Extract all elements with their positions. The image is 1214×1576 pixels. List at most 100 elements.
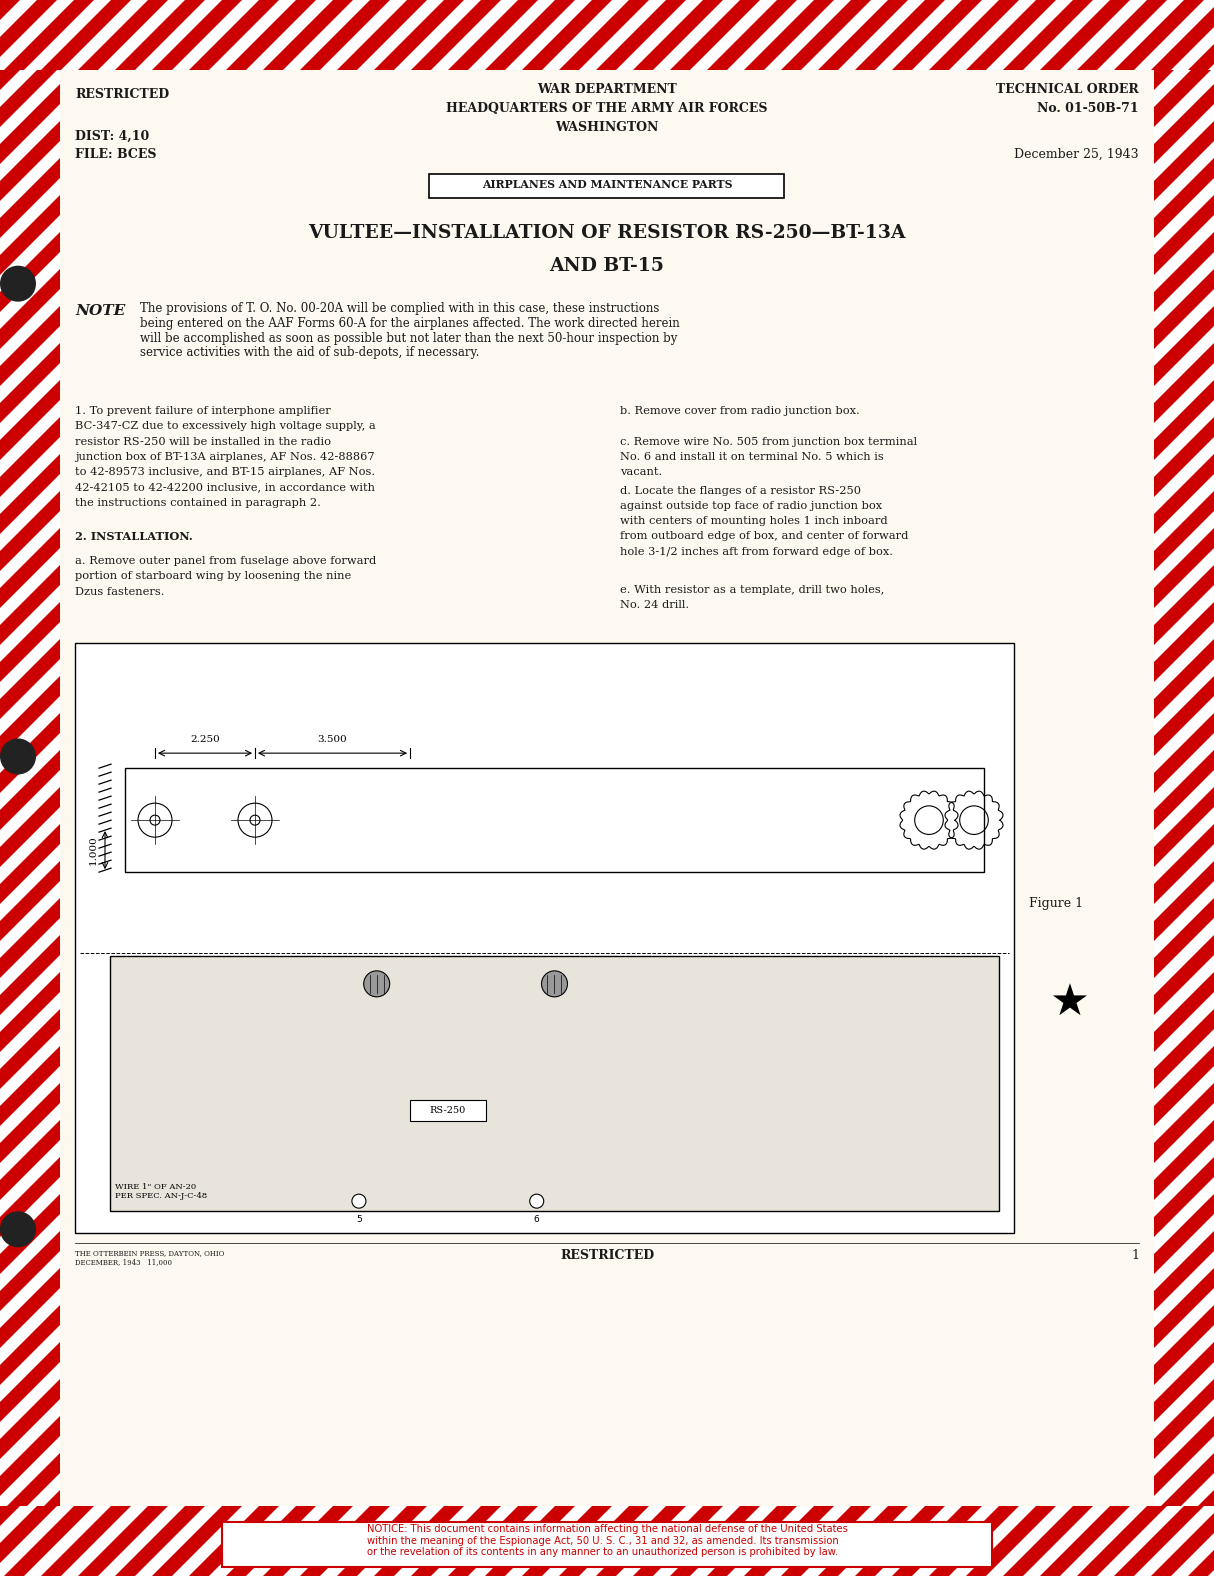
Polygon shape [0,69,501,1507]
Bar [0,69,59,1507]
Circle shape [364,971,390,998]
Polygon shape [0,69,834,1507]
Polygon shape [0,69,982,1507]
Bar [0,0,1214,69]
Bar [1155,69,1214,1507]
Polygon shape [0,69,575,1507]
Polygon shape [866,69,1214,1507]
Bar [0,69,59,1507]
Text: vacant.: vacant. [620,466,663,478]
Bar [0,69,59,1507]
Polygon shape [707,1507,798,1576]
Bar [0,1507,1214,1576]
Polygon shape [0,69,1214,1507]
Polygon shape [125,69,1214,1507]
Bar [1155,69,1214,1507]
Bar [1155,69,1214,1507]
Text: 6: 6 [534,1215,539,1225]
Text: WAR DEPARTMENT: WAR DEPARTMENT [537,84,677,96]
Bar [1155,69,1214,1507]
Bar [1155,69,1214,1507]
Text: 5: 5 [356,1215,362,1225]
Bar [0,1507,1214,1576]
Text: Compliance with these instructions is MANDATORY on airplanes within the continen: Compliance with these instructions is MA… [270,1510,944,1522]
Text: WASHINGTON: WASHINGTON [555,121,659,134]
Polygon shape [818,0,908,69]
Text: AND BT-15: AND BT-15 [550,257,664,274]
Circle shape [529,1195,544,1209]
Bar [0,0,1214,69]
Bar [0,1507,1214,1576]
Bar [0,0,1214,69]
Bar [1155,69,1214,1507]
Bar [0,69,59,1507]
Polygon shape [273,69,1214,1507]
Polygon shape [0,69,870,1507]
Polygon shape [1151,0,1214,69]
Bar [0,0,1214,69]
Text: No. 24 drill.: No. 24 drill. [620,600,690,610]
Polygon shape [569,69,1214,1507]
Polygon shape [1077,1507,1167,1576]
Text: ★: ★ [1049,982,1089,1024]
Polygon shape [0,69,724,1507]
Polygon shape [1077,0,1167,69]
Polygon shape [792,69,1214,1507]
Polygon shape [0,69,353,1507]
Bar [0,1507,1214,1576]
Bar [1155,69,1214,1507]
Polygon shape [818,1507,908,1576]
Circle shape [352,1195,365,1209]
Bar [0,0,1214,69]
Polygon shape [1003,0,1093,69]
Polygon shape [458,69,1214,1507]
Polygon shape [15,69,1214,1507]
Polygon shape [0,69,316,1507]
Bar [1155,69,1214,1507]
Polygon shape [384,69,1214,1507]
Bar [0,0,1214,69]
Polygon shape [0,69,19,1507]
Polygon shape [0,69,1214,1507]
Text: junction box of BT-13A airplanes, AF Nos. 42-88867: junction box of BT-13A airplanes, AF Nos… [75,452,375,462]
Bar [1155,69,1214,1507]
Polygon shape [966,0,1056,69]
Polygon shape [44,69,1214,1507]
Bar [0,0,1214,69]
Polygon shape [0,0,57,69]
Polygon shape [558,0,649,69]
Polygon shape [892,0,982,69]
Text: portion of starboard wing by loosening the nine: portion of starboard wing by loosening t… [75,571,351,582]
Bar [0,69,59,1507]
Polygon shape [929,0,1019,69]
Polygon shape [0,69,57,1507]
Text: e. With resistor as a template, drill two holes,: e. With resistor as a template, drill tw… [620,585,884,596]
Polygon shape [828,69,1214,1507]
Polygon shape [1040,0,1130,69]
Polygon shape [892,1507,982,1576]
Polygon shape [78,1507,168,1576]
Text: 2.250: 2.250 [191,734,220,744]
Polygon shape [4,1507,93,1576]
Polygon shape [1124,69,1214,1507]
Polygon shape [522,1507,612,1576]
Bar [0,1507,1214,1576]
Polygon shape [199,69,1214,1507]
Text: with centers of mounting holes 1 inch inboard: with centers of mounting holes 1 inch in… [620,517,887,526]
Bar [1155,69,1214,1507]
Polygon shape [0,69,242,1507]
Bar [0,69,59,1507]
Polygon shape [0,69,1214,1507]
Text: DIST: 4,10: DIST: 4,10 [75,129,149,143]
Circle shape [541,971,567,998]
Bar [0,0,1214,69]
Bar [0,69,59,1507]
Polygon shape [596,0,686,69]
Bar [0,1507,1214,1576]
Bar [0,69,59,1507]
Polygon shape [976,69,1214,1507]
Polygon shape [0,69,1056,1507]
Bar [0,69,59,1507]
Polygon shape [152,1507,242,1576]
Text: Dzus fasteners.: Dzus fasteners. [75,586,165,597]
